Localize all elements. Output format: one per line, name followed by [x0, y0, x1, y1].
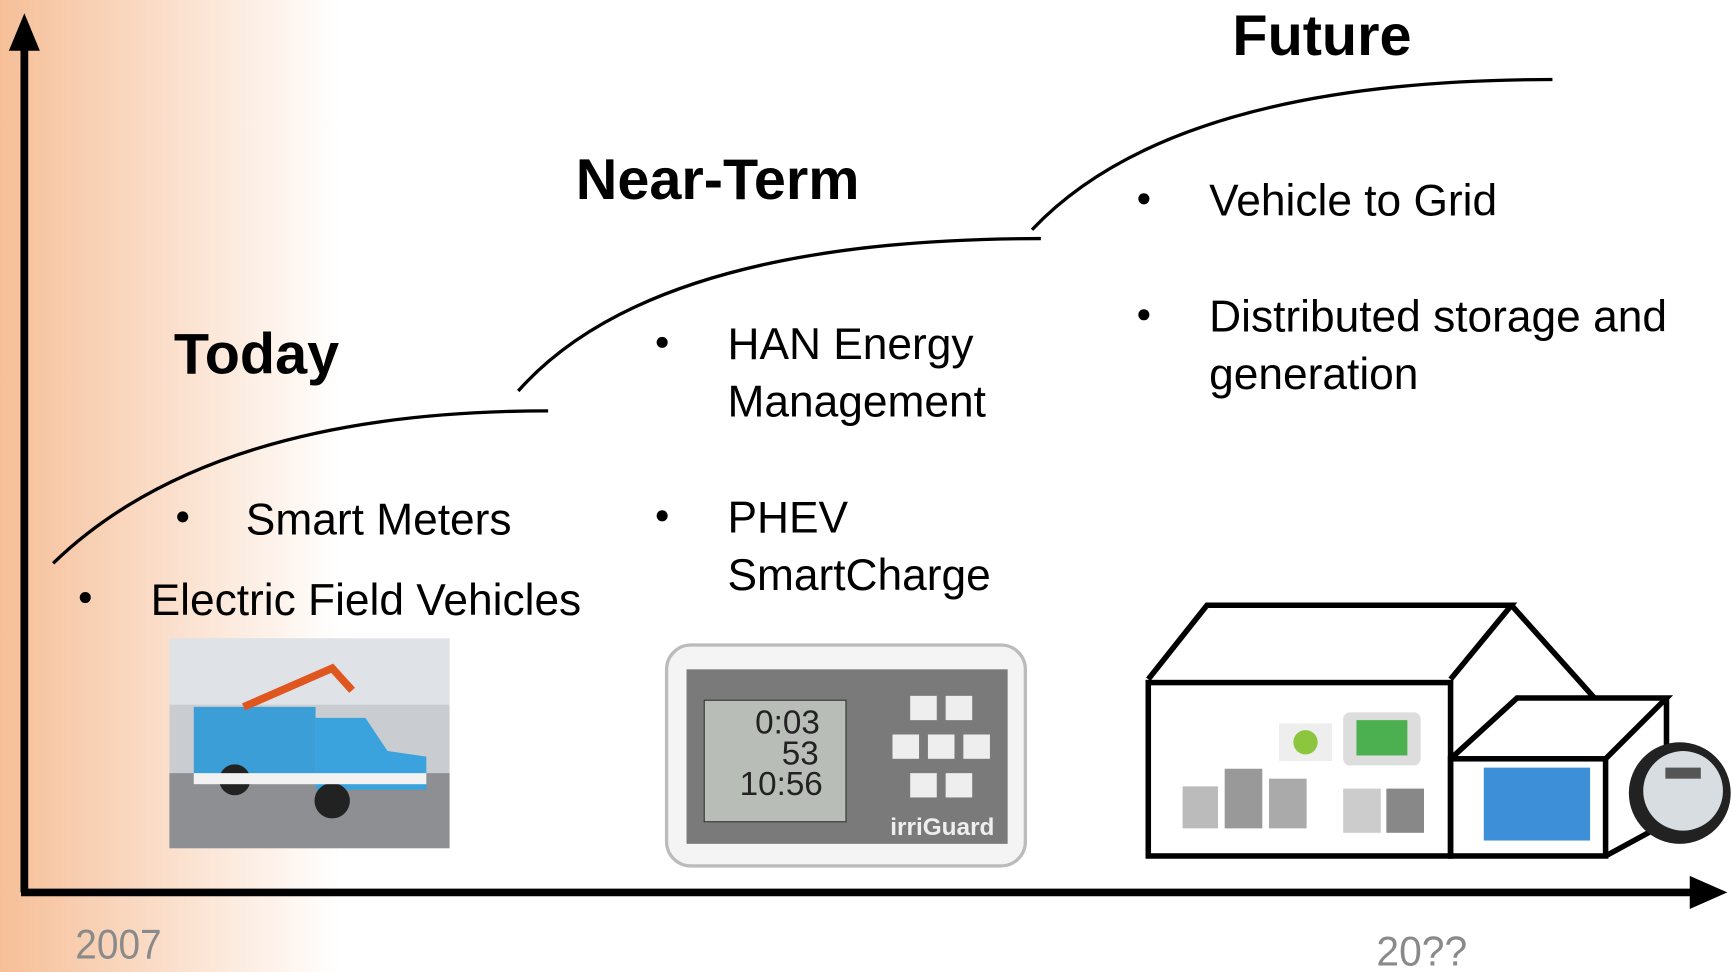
bullet-text: Electric Field Vehicles [151, 576, 582, 625]
bullet-dot [656, 510, 668, 522]
bullet-text: Management [727, 377, 985, 426]
display-text: 53 [782, 735, 819, 772]
stage-title: Future [1232, 4, 1411, 68]
stage-title: Today [174, 322, 339, 386]
bullet-dot [1138, 309, 1150, 321]
content: 2007 20?? Today Near-Term Future Smart M… [8, 4, 1731, 972]
bullet-text: generation [1209, 350, 1418, 399]
bullet-text: HAN Energy [727, 320, 974, 369]
truck-photo [169, 638, 450, 849]
curve-near-term [516, 236, 1041, 393]
axis-end: 20?? [1376, 927, 1467, 972]
y-arrow [8, 13, 40, 51]
controller-device: 0:03 53 10:56 irriGuard [664, 643, 1028, 868]
x-arrow [1689, 875, 1728, 910]
device-brand: irriGuard [890, 814, 994, 841]
curve-today [51, 409, 549, 565]
bullet-text: Vehicle to Grid [1209, 176, 1497, 225]
display-text: 0:03 [755, 704, 820, 741]
bullet-text: SmartCharge [727, 551, 990, 600]
bullet-text: Distributed storage and [1209, 292, 1667, 341]
curve-future [1030, 77, 1553, 231]
bullet-dot [79, 592, 91, 604]
stage-title: Near-Term [576, 148, 860, 212]
bullet-text: PHEV [727, 493, 848, 542]
appliances [1182, 712, 1591, 841]
axis-start: 2007 [75, 921, 161, 968]
bullet-dot [656, 336, 668, 348]
bullet-dot [177, 511, 189, 523]
electric-meter [1628, 742, 1731, 844]
display-text: 10:56 [740, 766, 823, 803]
bullet-text: Smart Meters [246, 496, 512, 545]
bullet-dot [1138, 193, 1150, 205]
